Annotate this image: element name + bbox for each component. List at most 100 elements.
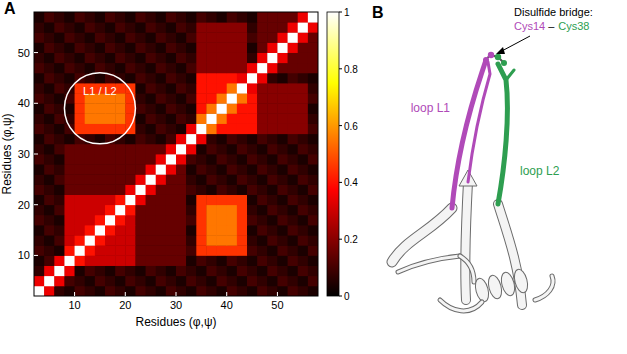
- heatmap-cell: [146, 174, 157, 185]
- heatmap-cell: [115, 225, 126, 236]
- heatmap-cell: [146, 113, 157, 124]
- heatmap-cell: [156, 245, 167, 256]
- heatmap-cell: [95, 245, 106, 256]
- heatmap-cell: [95, 225, 106, 236]
- heatmap-cell: [75, 174, 86, 185]
- heatmap-cell: [75, 205, 86, 216]
- heatmap-cell: [125, 286, 136, 296]
- strand-outline: [465, 182, 468, 300]
- heatmap-cell: [146, 144, 157, 155]
- heatmap-cell: [196, 63, 207, 74]
- heatmap-cell: [186, 195, 197, 206]
- heatmap-cell: [237, 93, 248, 104]
- heatmap-cell: [237, 235, 248, 246]
- heatmap-cell: [105, 225, 116, 236]
- heatmap-cell: [115, 22, 126, 33]
- heatmap-cell: [34, 103, 45, 114]
- heatmap-cell: [298, 103, 309, 114]
- heatmap-cell: [257, 225, 268, 236]
- heatmap-cell: [156, 184, 167, 195]
- heatmap-cell: [156, 103, 167, 114]
- annotation-circle: [64, 73, 135, 144]
- heatmap-cell: [186, 113, 197, 124]
- heatmap-cell: [105, 32, 116, 43]
- heatmap-cell: [257, 83, 268, 94]
- heatmap-cell: [288, 63, 299, 74]
- heatmap-cell: [34, 276, 45, 287]
- heatmap-cell: [247, 103, 258, 114]
- heatmap-cell: [196, 32, 207, 43]
- heatmap-cell: [196, 174, 207, 185]
- heatmap-cell: [105, 53, 116, 64]
- heatmap-cell: [176, 286, 187, 296]
- heatmap-cell: [64, 12, 75, 23]
- heatmap-cell: [196, 215, 207, 226]
- heatmap-cell: [135, 53, 146, 64]
- heatmap-cell: [135, 63, 146, 74]
- heatmap-cell: [176, 113, 187, 124]
- heatmap-cell: [166, 215, 177, 226]
- heatmap-cell: [135, 103, 146, 114]
- heatmap-cell: [288, 215, 299, 226]
- heatmap-cell: [186, 53, 197, 64]
- heatmap-cell: [308, 245, 318, 256]
- heatmap-cell: [227, 276, 238, 287]
- heatmap-cell: [75, 154, 86, 165]
- heatmap-cell: [95, 103, 106, 114]
- heatmap-cell: [85, 164, 96, 175]
- heatmap-cell: [166, 235, 177, 246]
- heatmap-cell: [217, 12, 228, 23]
- heatmap-cell: [247, 93, 258, 104]
- heatmap-cell: [105, 255, 116, 266]
- heatmap-cell: [34, 235, 45, 246]
- heatmap-cell: [135, 205, 146, 216]
- heatmap-cell: [64, 276, 75, 287]
- heatmap-cell: [206, 286, 217, 296]
- heatmap-cell: [75, 42, 86, 53]
- atom: [501, 60, 507, 66]
- heatmap-cell: [237, 205, 248, 216]
- heatmap-cell: [64, 144, 75, 155]
- heatmap-cell: [105, 174, 116, 185]
- heatmap-cell: [227, 124, 238, 135]
- heatmap-cell: [85, 103, 96, 114]
- heatmap-cell: [277, 235, 288, 246]
- heatmap-cell: [166, 22, 177, 33]
- heatmap-cell: [166, 205, 177, 216]
- heatmap-cell: [267, 113, 278, 124]
- loop-l2: [498, 64, 507, 204]
- heatmap-cell: [237, 12, 248, 23]
- heatmap-cell: [277, 286, 288, 296]
- heatmap-cell: [237, 225, 248, 236]
- heatmap-cell: [267, 174, 278, 185]
- y-tick-label: 40: [18, 97, 30, 109]
- x-tick-label: 10: [68, 299, 80, 311]
- heatmap-cell: [247, 42, 258, 53]
- figure: 10203040501020304050Residues (φ,ψ)Residu…: [0, 0, 627, 354]
- heatmap-cell: [267, 205, 278, 216]
- heatmap-cell: [298, 286, 309, 296]
- heatmap-cell: [267, 63, 278, 74]
- heatmap-cell: [227, 144, 238, 155]
- heatmap-cell: [237, 195, 248, 206]
- heatmap-cell: [196, 73, 207, 84]
- heatmap-cell: [146, 134, 157, 145]
- heatmap-cell: [44, 144, 55, 155]
- heatmap-cell: [156, 42, 167, 53]
- heatmap-cell: [257, 93, 268, 104]
- heatmap-cell: [44, 225, 55, 236]
- heatmap-cell: [298, 12, 309, 23]
- heatmap-cell: [257, 195, 268, 206]
- heatmap-cell: [75, 255, 86, 266]
- heatmap-cell: [125, 276, 136, 287]
- heatmap-cell: [54, 184, 65, 195]
- heatmap-cell: [95, 134, 106, 145]
- heatmap-cell: [257, 164, 268, 175]
- heatmap-cell: [146, 235, 157, 246]
- heatmap-cell: [237, 266, 248, 277]
- strand-outline: [392, 208, 452, 262]
- heatmap-cell: [267, 103, 278, 114]
- heatmap-cell: [54, 235, 65, 246]
- heatmap-cell: [44, 103, 55, 114]
- heatmap-cell: [95, 286, 106, 296]
